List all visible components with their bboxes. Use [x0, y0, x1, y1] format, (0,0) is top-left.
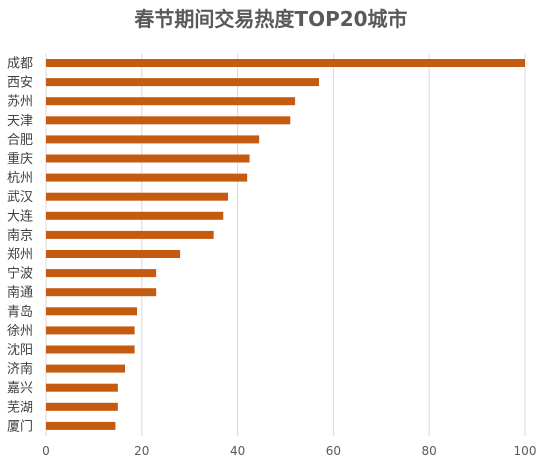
bar-16 — [46, 364, 126, 373]
bar-0 — [46, 59, 525, 67]
x-tick-label: 0 — [42, 444, 50, 458]
category-label: 郑州 — [7, 248, 33, 263]
category-label: 嘉兴 — [7, 381, 33, 396]
bar-17 — [46, 383, 118, 392]
category-label: 重庆 — [7, 151, 33, 167]
category-label: 南京 — [7, 227, 33, 243]
x-tick-label: 40 — [230, 444, 245, 458]
x-axis-tick-labels: 0 20 40 60 80 100 — [42, 444, 536, 458]
category-label: 苏州 — [7, 94, 33, 110]
category-label: 大连 — [7, 208, 33, 224]
category-label: 沈阳 — [7, 343, 33, 358]
bar-15 — [46, 345, 135, 354]
bar-1 — [46, 78, 320, 87]
category-label: 芜湖 — [7, 400, 33, 415]
bar-5 — [46, 154, 250, 163]
category-label: 合肥 — [7, 133, 33, 148]
x-tick-label: 100 — [514, 444, 537, 458]
x-tick-label: 80 — [422, 444, 437, 458]
bar-11 — [46, 269, 157, 278]
category-label: 济南 — [7, 361, 33, 377]
category-label: 宁波 — [7, 266, 33, 282]
category-label: 成都 — [7, 57, 33, 72]
bar-12 — [46, 288, 157, 297]
bar-2 — [46, 97, 296, 106]
category-label: 天津 — [7, 114, 33, 129]
category-label: 西安 — [7, 76, 33, 91]
bar-10 — [46, 250, 181, 258]
bar-19 — [46, 421, 116, 430]
chart-title: 春节期间交易热度TOP20城市 — [133, 7, 407, 31]
category-label: 杭州 — [7, 171, 33, 186]
category-label: 武汉 — [7, 190, 33, 205]
category-label: 青岛 — [7, 304, 33, 320]
bars — [46, 59, 525, 430]
x-tick-label: 60 — [326, 444, 341, 458]
category-label: 厦门 — [7, 419, 33, 434]
bar-6 — [46, 173, 248, 182]
bar-18 — [46, 402, 118, 411]
gridlines — [45, 53, 526, 436]
bar-9 — [46, 230, 214, 239]
bar-4 — [46, 135, 260, 144]
bar-8 — [46, 211, 224, 220]
bar-13 — [46, 307, 138, 316]
bar-3 — [46, 116, 291, 125]
category-label: 南通 — [7, 285, 33, 301]
x-tick-label: 20 — [134, 444, 149, 458]
category-label: 徐州 — [7, 324, 33, 339]
bar-7 — [46, 192, 229, 201]
bar-14 — [46, 326, 135, 335]
